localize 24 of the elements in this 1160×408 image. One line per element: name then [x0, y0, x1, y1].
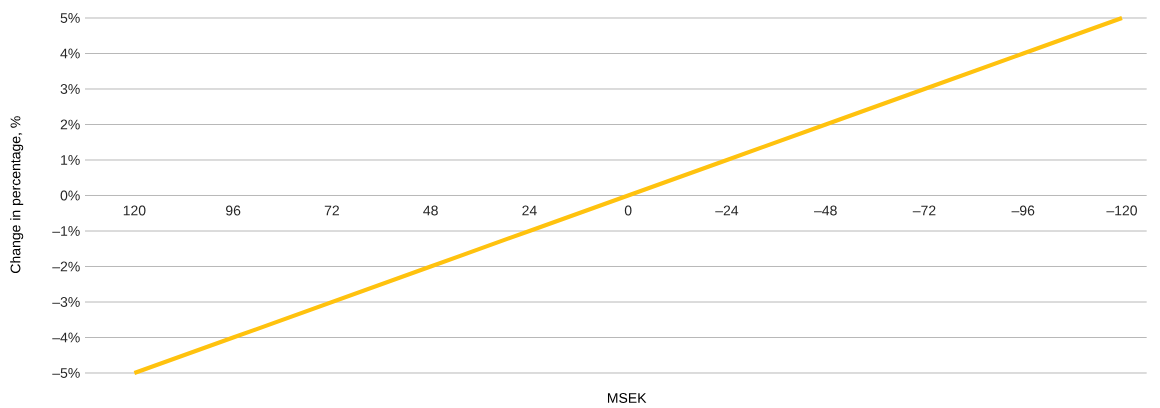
- x-axis-title: MSEK: [607, 393, 647, 403]
- y-tick-label: –4%: [52, 332, 80, 343]
- y-tick-label: 5%: [60, 13, 80, 23]
- x-tick-label: –24: [715, 205, 739, 216]
- x-tick-label: 96: [226, 205, 241, 216]
- x-tick-label: –120: [1106, 205, 1137, 216]
- x-tick-label: 24: [522, 205, 537, 216]
- x-tick-label: –48: [814, 205, 837, 216]
- y-tick-label: –1%: [52, 226, 80, 236]
- y-tick-label: 0%: [60, 190, 80, 201]
- x-tick-label: 120: [123, 205, 146, 216]
- y-axis-title: Change in percentage, %: [10, 116, 24, 273]
- y-tick-label: 2%: [60, 119, 80, 130]
- y-tick-label: 4%: [60, 48, 80, 59]
- y-tick-label: 1%: [61, 155, 80, 165]
- y-tick-label: 3%: [60, 84, 80, 94]
- y-tick-label: –5%: [52, 368, 80, 378]
- x-tick-label: 72: [324, 205, 339, 216]
- x-tick-label: 0: [624, 205, 632, 216]
- x-tick-label: –72: [912, 205, 936, 216]
- y-tick-label: –2%: [52, 261, 80, 272]
- y-tick-label: –3%: [52, 297, 80, 307]
- x-tick-label: 48: [423, 205, 438, 216]
- x-tick-label: –96: [1011, 205, 1035, 216]
